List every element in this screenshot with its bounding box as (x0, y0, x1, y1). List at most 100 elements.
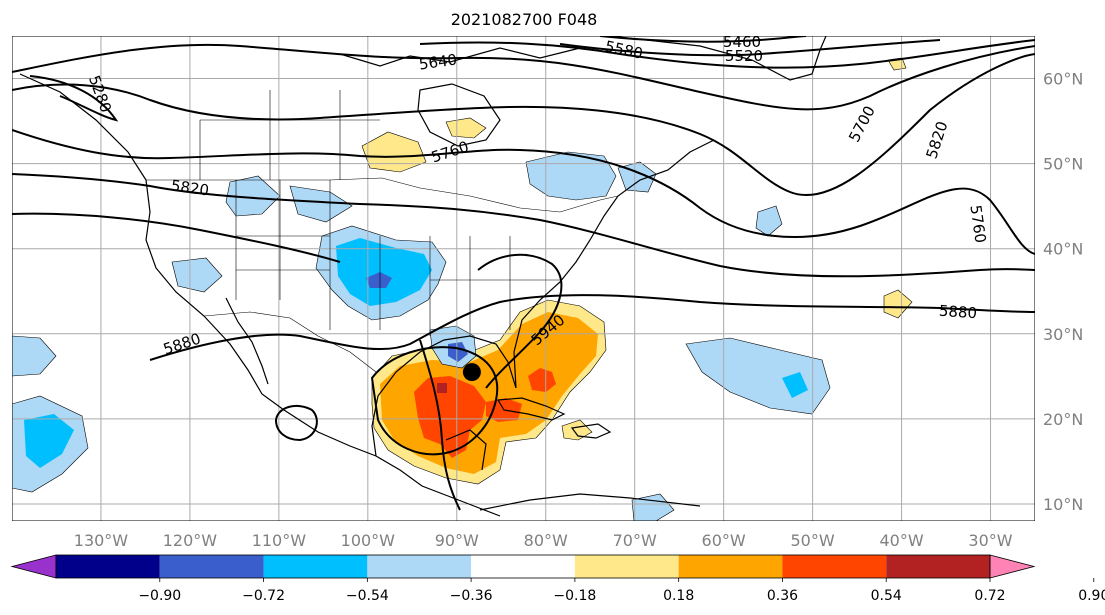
contour-5880 (12, 212, 1035, 361)
political-borders (146, 90, 619, 373)
baja-coastline (225, 297, 269, 385)
contour-label: 5640 (418, 50, 458, 73)
contour-label: 5820 (170, 176, 210, 199)
colorbar-frame (55, 554, 991, 579)
longitude-tick-label: 40°W (879, 531, 923, 550)
colorbar-tick-label: 0.72 (974, 588, 1005, 604)
negative-anomaly-south (631, 493, 675, 521)
positive-anomaly-canada (361, 131, 427, 173)
south-america-coastline (479, 493, 701, 511)
longitude-tick-label: 80°W (524, 531, 568, 550)
colorbar-extend-high (989, 554, 1036, 579)
contour-label-text: 5520 (725, 47, 763, 65)
state-lines (235, 180, 560, 336)
colorbar-segment (367, 555, 472, 578)
longitude-tick-label: 130°W (74, 531, 129, 550)
contour-5820 (12, 173, 1035, 278)
longitude-tick-label: 60°W (702, 531, 746, 550)
longitude-tick-label: 100°W (341, 531, 396, 550)
figure-title: 2021082700 F048 (451, 10, 598, 29)
contour-5700 (12, 53, 1035, 197)
canada-provinces (199, 90, 380, 180)
contour-label-text: 5640 (418, 50, 458, 73)
latitude-tick-label: 20°N (1043, 410, 1083, 429)
colorbar-segment (782, 555, 887, 578)
positive-anomaly-hudson (445, 117, 487, 139)
hispaniola-coastline (570, 423, 612, 439)
longitude-tick-label: 110°W (252, 531, 307, 550)
colorbar-tick-label: 0.54 (871, 588, 902, 604)
gulf-coastline (371, 335, 517, 457)
atlantic-coastline (513, 139, 715, 389)
canadian-arctic-coastline (339, 47, 581, 67)
negative-anomaly-pacific-core (24, 414, 74, 468)
longitude-tick-label: 90°W (435, 531, 479, 550)
contour-label: 5760 (966, 204, 989, 244)
colorbar: −0.90 −0.72 −0.54 −0.36 −0.18 0.18 0.36 0.54 0.7… (10, 554, 1105, 604)
negative-anomaly-pacific-north (12, 335, 57, 377)
latitude-tick-labels: 60°N 50°N 40°N 30°N 20°N 10°N (1043, 70, 1083, 514)
negative-anomaly-plains-dark (366, 272, 392, 288)
latitude-tick-label: 50°N (1043, 155, 1083, 174)
positive-anomaly-core (437, 383, 447, 393)
negative-anomaly-north-2 (289, 185, 353, 223)
pacific-coastline (19, 73, 501, 517)
contour-5520 (559, 39, 941, 57)
colorbar-extend-low (10, 554, 57, 579)
negative-anomaly-west (171, 257, 223, 293)
contour-label-text: 5820 (170, 176, 210, 199)
contour-5640 (12, 43, 1035, 111)
colorbar-tick-label: −0.90 (138, 588, 181, 604)
latitude-tick-label: 60°N (1043, 70, 1083, 89)
contour-5880-central (419, 339, 461, 511)
colorbar-tick-label: 0.90 (1078, 588, 1105, 604)
contour-label: 5460 (723, 33, 761, 51)
positive-anomaly-atlantic (883, 289, 913, 319)
us-mexico-border (203, 311, 377, 373)
contour-5760 (12, 129, 1035, 255)
colorbar-segment (263, 555, 368, 578)
hudson-bay-coastline (417, 83, 501, 147)
contour-label: 5520 (725, 47, 763, 65)
contour-label-text: 5880 (938, 302, 977, 323)
contour-5940 (477, 253, 563, 389)
contour-label: 5880 (938, 302, 977, 323)
contour-label-text: 5460 (723, 33, 761, 51)
positive-anomaly-gulf-red (414, 376, 486, 458)
negative-anomaly-atlantic-core (782, 372, 808, 398)
longitude-tick-labels: 130°W 120°W 110°W 100°W 90°W 80°W 70°W 60°W 50°W… (74, 531, 1013, 550)
us-canada-border (146, 177, 619, 213)
cuba-coastline (496, 397, 566, 421)
positive-anomaly-caribbean (561, 419, 593, 441)
latitude-tick-label: 10°N (1043, 495, 1083, 514)
contour-5460 (599, 36, 807, 43)
colorbar-tick-label: −0.36 (450, 588, 493, 604)
longitude-tick-label: 30°W (968, 531, 1012, 550)
contour-5940-closed (370, 346, 499, 456)
latitude-tick-label: 30°N (1043, 325, 1083, 344)
coastlines (19, 36, 827, 517)
longitude-tick-label: 50°W (791, 531, 835, 550)
negative-anomaly-north (225, 175, 281, 217)
contour-5580 (419, 39, 1035, 69)
latitude-tick-label: 40°N (1043, 240, 1083, 259)
negative-anomaly-plains-core (336, 238, 432, 306)
colorbar-segment (678, 555, 783, 578)
colorbar-tick-label: −0.18 (553, 588, 596, 604)
height-contours (12, 36, 1035, 511)
map-gridlines (12, 36, 1035, 521)
colorbar-tick-label: −0.54 (346, 588, 389, 604)
storm-center-marker (462, 363, 481, 382)
colorbar-segment (574, 555, 679, 578)
positive-anomaly-gulf-red-2 (528, 368, 556, 392)
colorbar-tick-label: 0.18 (663, 588, 694, 604)
negative-anomaly-midatlantic (755, 205, 783, 237)
longitude-tick-label: 70°W (613, 531, 657, 550)
colorbar-segment (56, 555, 160, 578)
contour-5280 (29, 75, 119, 122)
contour-low-pacific (274, 404, 318, 442)
colorbar-tick-label: 0.36 (767, 588, 798, 604)
yucatan-coastline (445, 429, 487, 471)
